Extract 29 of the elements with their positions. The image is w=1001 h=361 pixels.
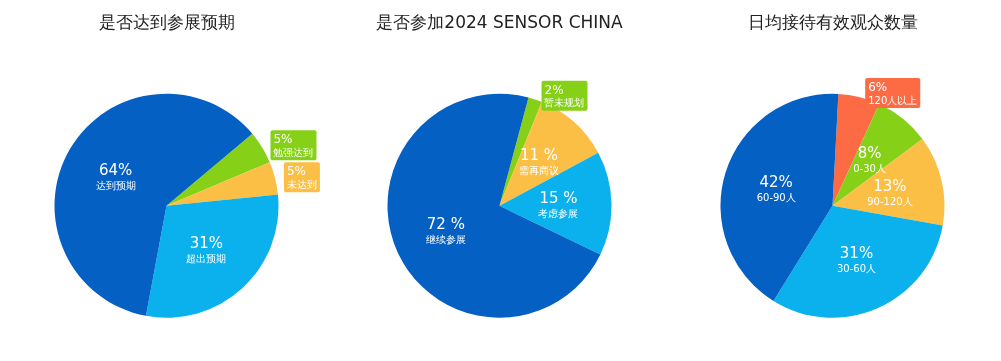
slice-label: 60-90人 (756, 191, 796, 203)
data-label: 72 % (426, 214, 465, 233)
data-label: 5% (286, 164, 306, 179)
chart-title: 日均接待有效观众数量 (747, 11, 918, 32)
slice-label: 120人以上 (868, 94, 918, 106)
data-label: 42% (759, 172, 793, 191)
slice-label: 0-30人 (853, 163, 886, 175)
data-label: 64% (98, 160, 133, 179)
chart-title: 是否达到参展预期 (98, 11, 235, 32)
slice-label: 继续参展 (425, 233, 466, 245)
slice-label: 暂未规划 (544, 97, 585, 109)
data-label: 31% (189, 233, 224, 252)
slice-label: 需再商议 (518, 165, 559, 177)
slice-label: 达到预期 (95, 179, 136, 191)
slice-label: 30-60人 (836, 263, 877, 275)
slice-label: 勉强达到 (273, 146, 314, 158)
slice-label: 超出预期 (186, 252, 227, 264)
chart-title: 是否参加2024 SENSOR CHINA (376, 11, 624, 32)
data-label: 2% (544, 82, 564, 97)
data-label: 8% (857, 144, 882, 163)
data-label: 11 % (519, 146, 559, 165)
data-label: 13% (873, 176, 907, 195)
slice-label: 考虑参展 (538, 208, 579, 220)
data-label: 31% (839, 244, 874, 263)
data-label: 15 % (539, 189, 578, 208)
slice-label: 未达到 (286, 178, 317, 190)
data-label: 5% (273, 132, 293, 147)
data-label: 6% (868, 80, 888, 95)
slice-label: 90-120人 (867, 195, 913, 207)
